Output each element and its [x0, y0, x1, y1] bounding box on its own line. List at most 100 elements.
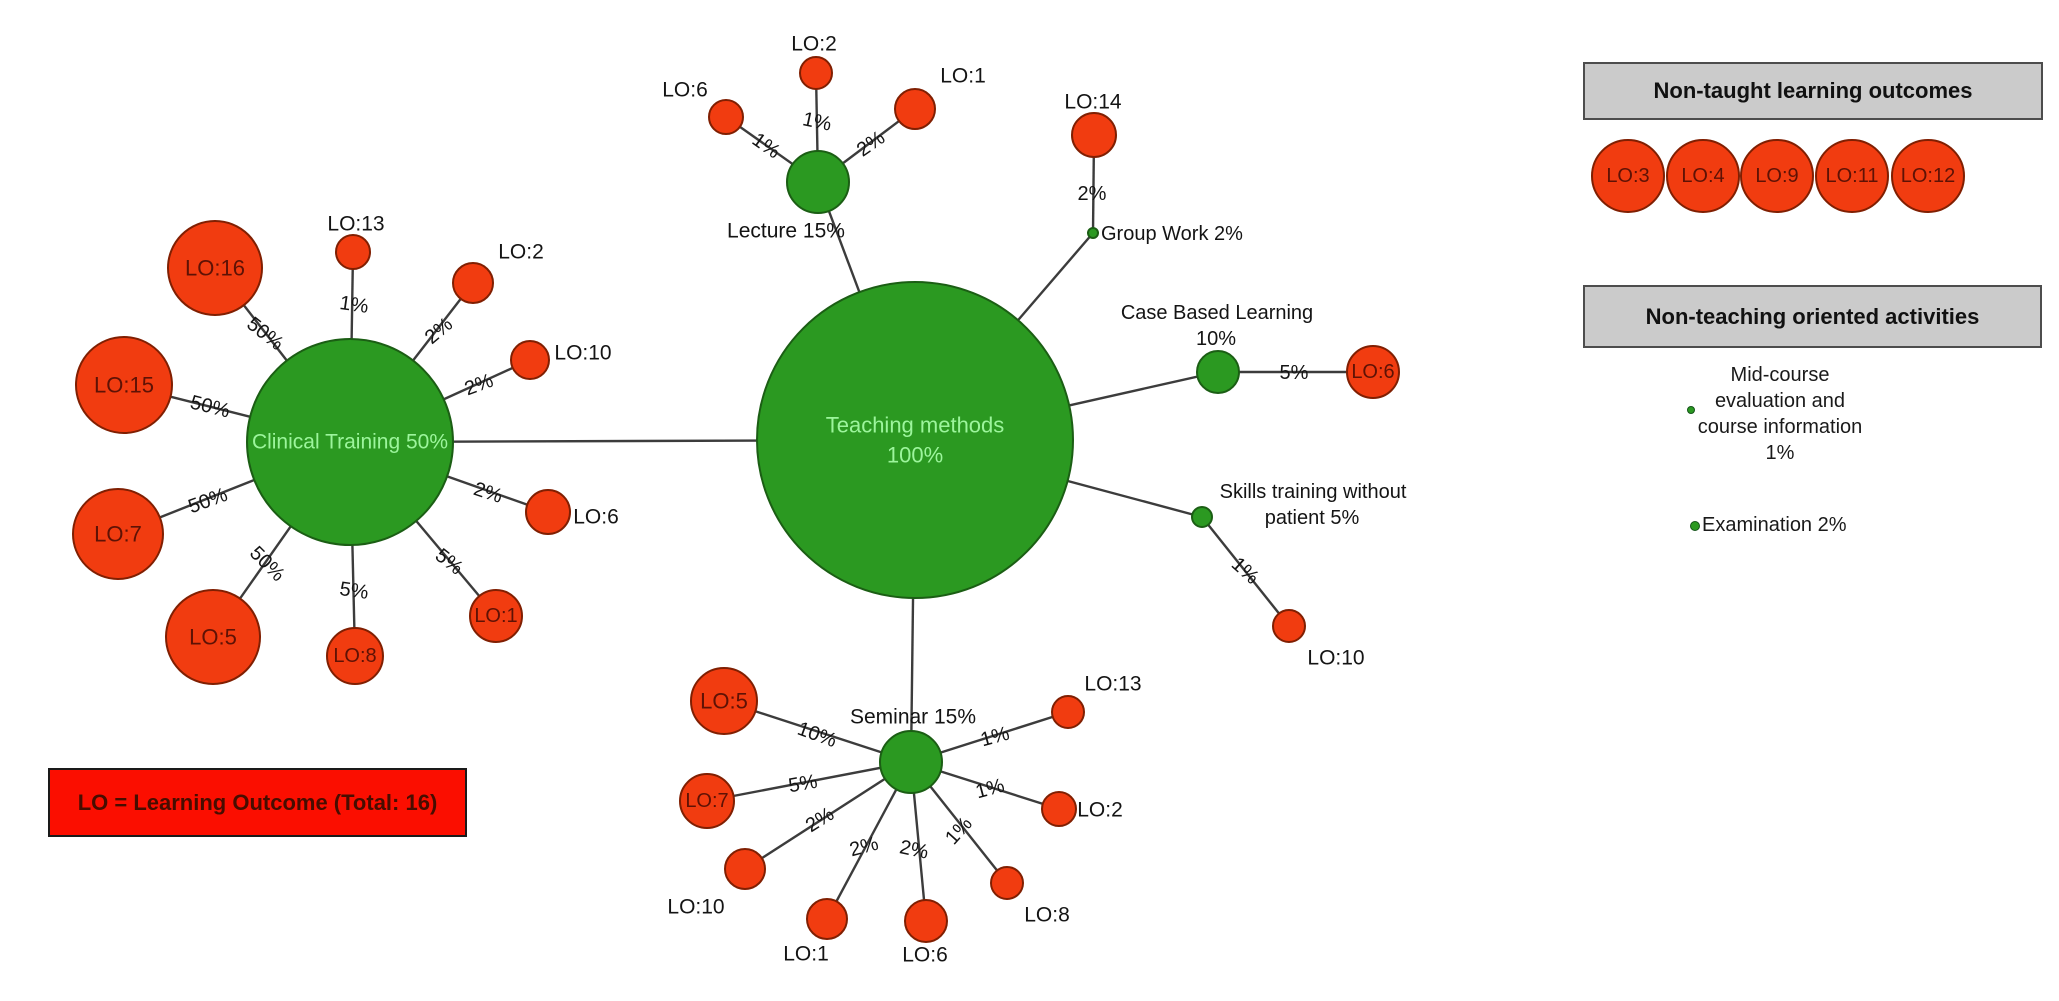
node-label-sem_lo1: LO:1 — [783, 943, 829, 966]
mid-course-line-3: course information — [1697, 416, 1863, 438]
node-label-cl_lo10: LO:10 — [554, 342, 611, 365]
node-label-sem_lo7: LO:7 — [685, 790, 728, 812]
node-label-sem_lo6: LO:6 — [902, 944, 948, 967]
examination-node-dot — [1690, 521, 1700, 531]
mid-course-line-2: evaluation and — [1714, 390, 1846, 412]
mid-course-evaluation-label: Mid-course evaluation and course informa… — [1630, 362, 1930, 466]
node-cbl — [1196, 350, 1240, 394]
node-sem_lo7 — [679, 773, 735, 829]
mid-course-line-1: Mid-course — [1730, 364, 1830, 386]
legend-text: LO = Learning Outcome (Total: 16) — [77, 789, 438, 815]
node-cl_lo5 — [165, 589, 261, 685]
edge-skills-sk_lo10 — [1201, 516, 1290, 627]
edge-label-seminar-sem_lo6: 2% — [898, 836, 931, 864]
node-label-nt_lo3: LO:3 — [1606, 165, 1649, 187]
mid-course-node-dot — [1687, 406, 1695, 414]
node-label-sem_lo2: LO:2 — [1077, 799, 1123, 822]
non-teaching-activities-panel: Non-teaching oriented activities — [1583, 285, 2042, 348]
node-cl_lo8 — [326, 627, 384, 685]
node-cl_lo6 — [525, 489, 571, 535]
non-teaching-activities-title: Non-teaching oriented activities — [1645, 303, 1980, 329]
edge-seminar-sem_lo10 — [744, 760, 912, 871]
node-lecture — [786, 150, 850, 214]
node-label-cl_lo13: LO:13 — [327, 213, 384, 236]
node-label-nt_lo12: LO:12 — [1901, 165, 1955, 187]
edge-label-clinical-cl_lo6: 2% — [471, 478, 505, 508]
case-based-learning-label-2: 10% — [1196, 328, 1236, 350]
non-taught-outcomes-title: Non-taught learning outcomes — [1653, 78, 1973, 103]
node-groupwork — [1087, 227, 1099, 239]
node-label-sem_lo8: LO:8 — [1024, 904, 1070, 927]
node-lec_lo2 — [799, 56, 833, 90]
node-sem_lo13 — [1051, 695, 1085, 729]
node-cl_lo2 — [452, 262, 494, 304]
node-lec_lo1 — [894, 88, 936, 130]
mid-course-line-4: 1% — [1765, 442, 1795, 464]
node-label-cl_lo16: LO:16 — [185, 256, 245, 281]
node-clinical — [246, 338, 454, 546]
group-work-label: Group Work 2% — [1101, 223, 1243, 245]
edge-label-seminar-sem_lo2: 1% — [973, 775, 1007, 804]
edge-label-groupwork-gw_lo14: 2% — [1078, 183, 1107, 205]
node-nt_lo11 — [1815, 139, 1889, 213]
node-cl_lo7 — [72, 488, 164, 580]
seminar-label: Seminar 15% — [850, 706, 976, 729]
node-label-sem_lo13: LO:13 — [1084, 673, 1141, 696]
edge-seminar-sem_lo7 — [706, 760, 912, 803]
node-sem_lo5 — [690, 667, 758, 735]
case-based-learning-label-1: Case Based Learning — [1121, 302, 1313, 324]
node-sem_lo6 — [904, 899, 948, 943]
node-label-cl_lo7: LO:7 — [94, 522, 142, 547]
lecture-label: Lecture 15% — [727, 220, 845, 243]
node-label-clinical-0: Clinical Training 50% — [252, 431, 448, 454]
node-cl_lo13 — [335, 234, 371, 270]
node-label-cl_lo6: LO:6 — [573, 506, 619, 529]
skills-training-label-2: patient 5% — [1265, 507, 1360, 529]
node-label-lec_lo1: LO:1 — [940, 65, 986, 88]
edge-label-cbl-cbl_lo6: 5% — [1280, 362, 1309, 384]
edge-label-lecture-lec_lo6: 1% — [748, 129, 784, 164]
node-nt_lo12 — [1891, 139, 1965, 213]
node-sem_lo1 — [806, 898, 848, 940]
examination-label: Examination 2% — [1702, 514, 1847, 536]
node-teaching — [756, 281, 1074, 599]
node-label-nt_lo11: LO:11 — [1826, 165, 1879, 187]
node-cl_lo15 — [75, 336, 173, 434]
legend-box: LO = Learning Outcome (Total: 16) — [48, 768, 467, 837]
node-label-cbl_lo6: LO:6 — [1351, 361, 1394, 383]
edge-label-clinical-cl_lo5: 50% — [245, 542, 289, 586]
node-nt_lo9 — [1740, 139, 1814, 213]
node-label-teaching-0: Teaching methods — [826, 413, 1005, 438]
edge-label-clinical-cl_lo7: 50% — [185, 484, 230, 518]
node-sem_lo2 — [1041, 791, 1077, 827]
non-taught-outcomes-panel: Non-taught learning outcomes — [1583, 62, 2043, 120]
node-label-nt_lo4: LO:4 — [1681, 165, 1724, 187]
node-label-lec_lo2: LO:2 — [791, 33, 837, 56]
node-label-cl_lo1: LO:1 — [474, 605, 517, 627]
edge-label-seminar-sem_lo7: 5% — [787, 771, 820, 798]
edge-label-clinical-cl_lo15: 50% — [188, 391, 232, 422]
node-label-cl_lo8: LO:8 — [333, 645, 376, 667]
node-cl_lo1 — [469, 589, 523, 643]
node-lec_lo6 — [708, 99, 744, 135]
node-label-cl_lo5: LO:5 — [189, 625, 237, 650]
edge-label-clinical-cl_lo8: 5% — [338, 578, 370, 604]
node-label-nt_lo9: LO:9 — [1755, 165, 1798, 187]
node-label-teaching-1: 100% — [887, 443, 943, 468]
edge-label-clinical-cl_lo13: 1% — [338, 292, 370, 318]
node-cl_lo16 — [167, 220, 263, 316]
edge-label-seminar-sem_lo10: 2% — [802, 803, 838, 837]
node-label-sk_lo10: LO:10 — [1307, 647, 1364, 670]
edge-label-skills-sk_lo10: 1% — [1227, 553, 1263, 589]
node-skills — [1191, 506, 1213, 528]
node-nt_lo4 — [1666, 139, 1740, 213]
node-sk_lo10 — [1272, 609, 1306, 643]
skills-training-label-1: Skills training without — [1220, 481, 1407, 503]
edge-label-seminar-sem_lo1: 2% — [847, 833, 881, 862]
node-seminar — [879, 730, 943, 794]
node-sem_lo8 — [990, 866, 1024, 900]
node-sem_lo10 — [724, 848, 766, 890]
edge-label-lecture-lec_lo2: 1% — [801, 108, 834, 136]
